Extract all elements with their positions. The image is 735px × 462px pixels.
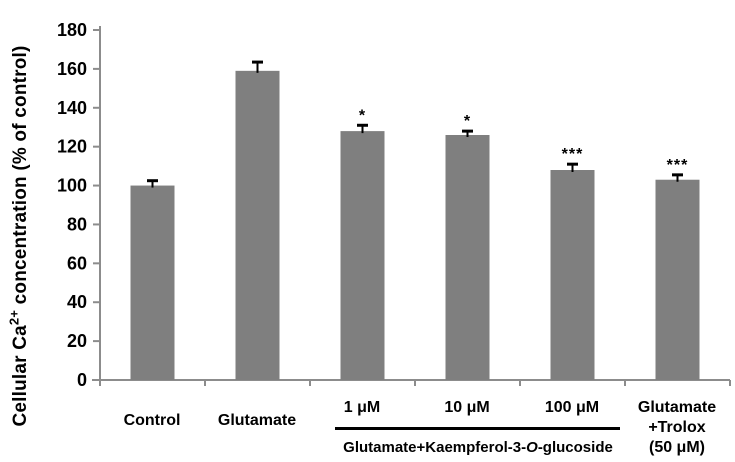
y-tick-label: 140 — [57, 98, 87, 118]
kaempferol-group-label: Glutamate+Kaempferol-3-O-glucoside — [343, 439, 613, 456]
y-axis-title: Cellular Ca2+ concentration (% of contro… — [6, 45, 32, 427]
kaempferol-group-bracket-line — [335, 427, 620, 430]
significance-marker-2: * — [359, 107, 366, 124]
x-label-1um: 1 μM — [343, 399, 381, 416]
bar-2 — [340, 131, 385, 380]
y-axis-title-text: Cellular Ca — [10, 325, 31, 427]
y-axis-title-text-rest: concentration (% of control) — [10, 45, 31, 310]
bar-4 — [550, 170, 595, 380]
x-label-trolox-line2: +Trolox — [648, 419, 706, 436]
y-tick-label: 20 — [67, 331, 87, 351]
y-tick-label: 160 — [57, 59, 87, 79]
x-label-100um: 100 μM — [544, 399, 600, 416]
significance-marker-5: *** — [667, 157, 689, 174]
x-label-10um: 10 μM — [444, 399, 490, 416]
y-tick-label: 180 — [57, 20, 87, 40]
x-label-glutamate: Glutamate — [217, 412, 297, 429]
significance-marker-3: * — [464, 113, 471, 130]
y-axis-title-superscript: 2+ — [6, 309, 22, 326]
x-label-control: Control — [123, 412, 181, 429]
y-tick-label: 40 — [67, 292, 87, 312]
bar-5 — [655, 179, 700, 380]
y-tick-label: 0 — [77, 370, 87, 390]
y-tick-label: 100 — [57, 176, 87, 196]
kaempferol-group-label-o: O — [526, 439, 538, 456]
x-label-trolox-line1: Glutamate — [637, 399, 717, 416]
x-label-glutamate-trolox: Glutamate +Trolox (50 μM) — [638, 398, 716, 458]
bar-1 — [235, 70, 280, 380]
kaempferol-group-label-post: -glucoside — [537, 439, 613, 456]
bar-0 — [130, 185, 175, 380]
y-tick-label: 80 — [67, 214, 87, 234]
y-tick-label: 120 — [57, 137, 87, 157]
x-label-trolox-line3: (50 μM) — [648, 439, 705, 456]
bar-3 — [445, 135, 490, 380]
kaempferol-group-label-pre: Glutamate+Kaempferol-3- — [343, 439, 527, 456]
significance-marker-4: *** — [562, 146, 584, 163]
y-tick-label: 60 — [67, 253, 87, 273]
